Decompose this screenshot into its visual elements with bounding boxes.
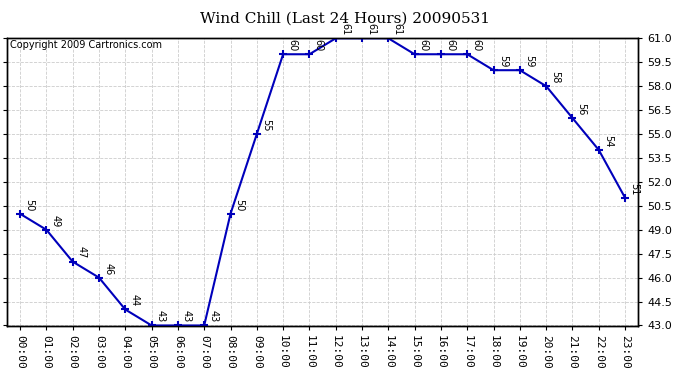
Text: 60: 60 (419, 39, 428, 51)
Text: Wind Chill (Last 24 Hours) 20090531: Wind Chill (Last 24 Hours) 20090531 (200, 11, 490, 25)
Text: 51: 51 (629, 183, 639, 195)
Text: 54: 54 (603, 135, 613, 147)
Text: 50: 50 (24, 199, 34, 211)
Text: 43: 43 (208, 310, 218, 322)
Text: 50: 50 (235, 199, 245, 211)
Text: 43: 43 (156, 310, 166, 322)
Text: 60: 60 (445, 39, 455, 51)
Text: 43: 43 (182, 310, 192, 322)
Text: 58: 58 (551, 71, 560, 83)
Text: 47: 47 (77, 246, 87, 259)
Text: 44: 44 (130, 294, 139, 307)
Text: 61: 61 (340, 23, 350, 36)
Text: 61: 61 (393, 23, 402, 36)
Text: 60: 60 (471, 39, 482, 51)
Text: 60: 60 (287, 39, 297, 51)
Text: 55: 55 (261, 119, 271, 131)
Text: 46: 46 (103, 262, 113, 275)
Text: 49: 49 (50, 215, 61, 227)
Text: 59: 59 (524, 55, 534, 68)
Text: 61: 61 (366, 23, 376, 36)
Text: 59: 59 (497, 55, 508, 68)
Text: 56: 56 (577, 103, 586, 115)
Text: 60: 60 (313, 39, 324, 51)
Text: Copyright 2009 Cartronics.com: Copyright 2009 Cartronics.com (10, 40, 162, 50)
